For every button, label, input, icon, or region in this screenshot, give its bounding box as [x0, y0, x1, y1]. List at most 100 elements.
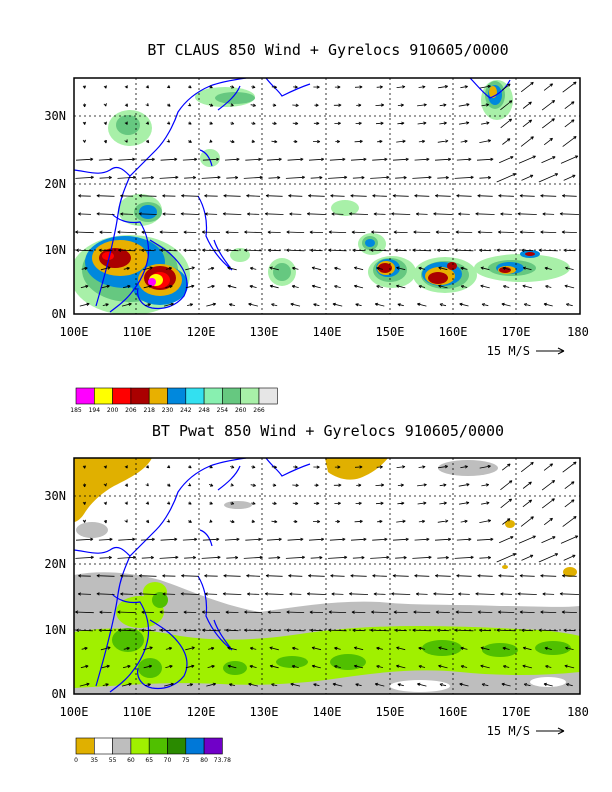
wind-vector — [291, 664, 299, 669]
wind-vector — [251, 85, 256, 89]
wind-vector — [202, 537, 220, 542]
wind-vector — [351, 610, 366, 614]
wind-vector — [350, 537, 367, 542]
lon-label: 150E — [376, 705, 405, 719]
wind-vector — [80, 664, 89, 669]
wind-vector — [328, 230, 347, 234]
wind-vector — [543, 682, 553, 687]
wind-vector — [522, 481, 532, 489]
reference-vector: 15 M/S — [487, 344, 565, 358]
wind-vector — [376, 285, 383, 289]
wind-vector — [521, 554, 534, 561]
wind-vector — [502, 138, 511, 145]
wind-vector — [500, 480, 513, 491]
wind-vector — [230, 121, 235, 125]
wind-vector — [417, 302, 427, 307]
wind-vector — [145, 501, 150, 505]
wind-vector — [289, 212, 302, 216]
wind-vector — [208, 103, 214, 107]
colorbar-swatch — [112, 387, 132, 405]
wind-vector — [459, 121, 470, 125]
wind-vector — [438, 85, 449, 89]
wind-vector — [393, 230, 408, 234]
wind-vector — [285, 555, 305, 560]
wind-vector — [264, 592, 284, 596]
wind-vector — [293, 85, 298, 89]
wind-vector — [476, 537, 494, 542]
wind-vector — [460, 85, 468, 89]
wind-vector — [458, 483, 470, 487]
wind-vector — [543, 83, 554, 91]
wind-vector — [141, 555, 154, 560]
wind-vector — [350, 194, 367, 198]
wind-vector — [564, 664, 575, 669]
wind-vector — [100, 266, 111, 271]
wind-vector — [164, 682, 174, 687]
wind-vector — [454, 628, 474, 632]
wind-vector — [209, 465, 213, 469]
wind-vector — [330, 194, 345, 198]
wind-vector — [436, 628, 449, 632]
wind-vector — [250, 103, 256, 107]
wind-vector — [82, 519, 87, 523]
wind-vector — [394, 628, 407, 632]
wind-vector — [141, 230, 154, 234]
wind-vector — [285, 175, 305, 180]
wind-vector — [124, 501, 128, 505]
wind-vector — [230, 465, 235, 469]
wind-vector — [204, 592, 218, 596]
wind-vector — [438, 284, 448, 289]
wind-vectors — [75, 461, 580, 687]
wind-vector — [96, 194, 115, 198]
wind-vector — [166, 501, 171, 505]
reference-vector: 15 M/S — [487, 724, 565, 738]
wind-vector — [502, 266, 510, 271]
wind-vector — [458, 592, 470, 596]
wind-vector — [230, 103, 234, 107]
wind-vector — [519, 574, 535, 578]
wind-vector — [375, 501, 384, 505]
colorbar-label: 0 — [74, 757, 78, 764]
wind-vector — [267, 628, 281, 632]
wind-vector — [376, 465, 383, 469]
wind-vector — [393, 610, 408, 614]
wind-vector — [167, 103, 171, 107]
wind-vector — [103, 85, 107, 89]
wind-vector — [563, 554, 576, 561]
wind-vector — [541, 498, 555, 509]
wind-vector — [313, 683, 320, 687]
pwat-field — [74, 458, 580, 694]
wind-vector — [496, 553, 517, 563]
wind-vector — [230, 85, 235, 89]
wind-vector — [82, 121, 87, 125]
wind-vector — [439, 483, 447, 487]
wind-vector — [245, 537, 262, 542]
wind-vector — [460, 519, 468, 524]
wind-vector — [251, 121, 256, 125]
wind-vector — [165, 266, 173, 271]
wind-vector — [480, 266, 490, 271]
wind-vector — [124, 85, 128, 89]
wind-vector — [500, 592, 512, 596]
wind-vector — [311, 664, 321, 669]
wind-vector — [117, 555, 137, 560]
wind-vector — [479, 556, 491, 560]
wind-vector — [204, 574, 218, 578]
wind-vector — [439, 683, 447, 687]
wind-vector — [540, 230, 557, 234]
wind-vector — [395, 556, 407, 560]
wind-vector — [545, 665, 552, 669]
wind-vector — [352, 176, 365, 180]
wind-vector — [265, 574, 283, 578]
wind-vector — [208, 483, 214, 487]
wind-vector — [183, 628, 197, 632]
wind-vector — [392, 537, 409, 542]
wind-vector — [244, 248, 263, 252]
wind-vector — [350, 157, 367, 162]
wind-vector — [437, 139, 449, 143]
wind-vector — [350, 574, 367, 578]
wind-vector — [244, 628, 263, 632]
wind-vector — [187, 103, 192, 107]
wind-vector — [375, 483, 385, 487]
